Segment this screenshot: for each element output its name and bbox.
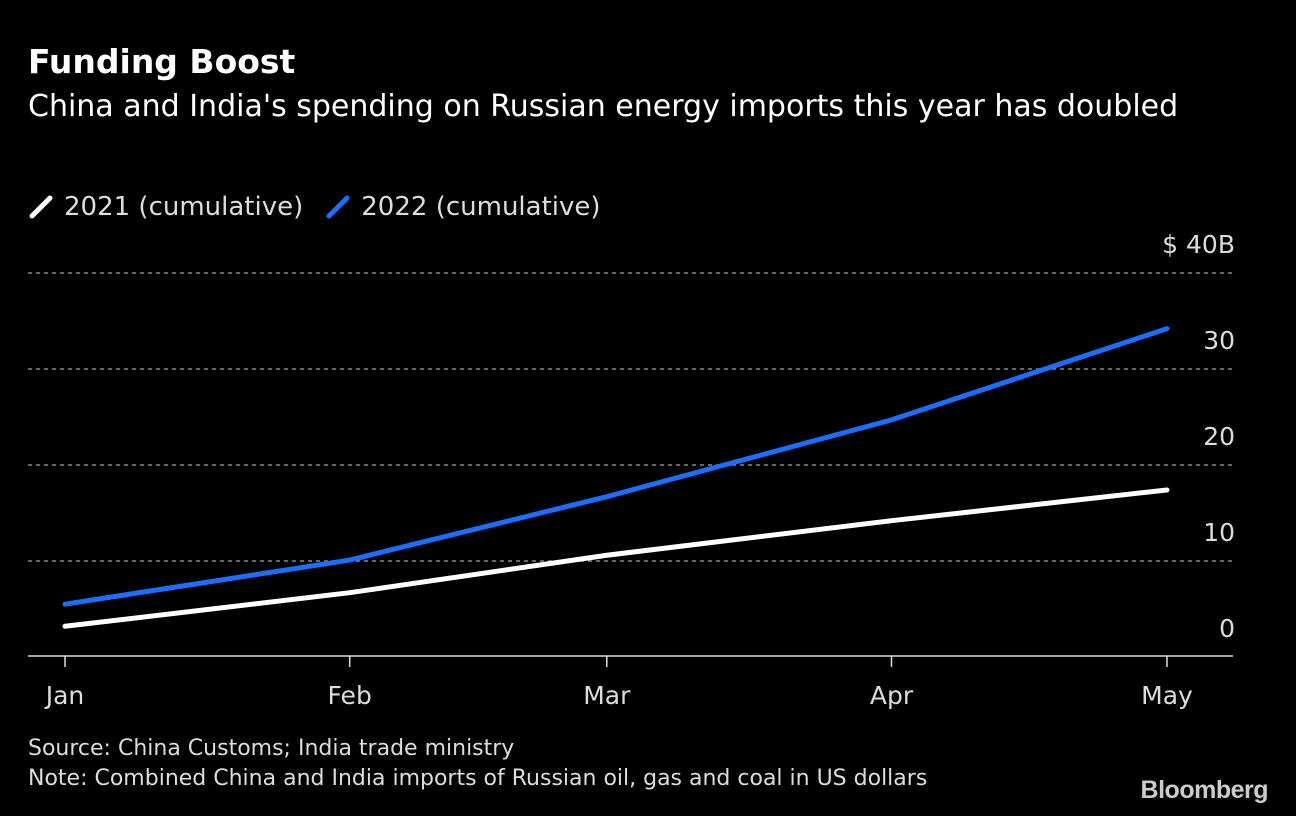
- x-tick-label: Apr: [870, 681, 914, 710]
- legend-label: 2022 (cumulative): [361, 192, 601, 222]
- y-tick-label: 10: [1203, 518, 1235, 547]
- x-tick-label: Jan: [44, 681, 85, 710]
- legend-swatch-2021: [29, 195, 53, 219]
- legend-item-2021: 2021 (cumulative): [28, 192, 303, 222]
- legend-item-2022: 2022 (cumulative): [325, 192, 601, 222]
- legend-label: 2021 (cumulative): [64, 192, 304, 222]
- chart-subtitle: China and India's spending on Russian en…: [28, 89, 1179, 124]
- y-tick-label: 30: [1203, 326, 1235, 355]
- x-tick-label: Feb: [328, 681, 372, 710]
- source-note: Source: China Customs; India trade minis…: [28, 736, 515, 761]
- y-tick-label: $ 40B: [1162, 230, 1235, 259]
- chart-title: Funding Boost: [28, 42, 296, 81]
- series-line-2021: [62, 487, 1170, 629]
- x-tick-label: Mar: [583, 681, 631, 710]
- y-tick-label: 20: [1203, 422, 1235, 451]
- x-tick-label: May: [1141, 681, 1193, 710]
- y-tick-label: 0: [1219, 614, 1235, 643]
- legend-swatch-2022: [326, 195, 350, 219]
- footnote: Note: Combined China and India imports o…: [28, 766, 928, 791]
- bloomberg-logo: Bloomberg: [1140, 776, 1269, 804]
- series-line-2022: [62, 326, 1170, 607]
- legend: 2021 (cumulative) 2022 (cumulative): [28, 192, 623, 222]
- footer: Source: China Customs; India trade minis…: [28, 734, 927, 794]
